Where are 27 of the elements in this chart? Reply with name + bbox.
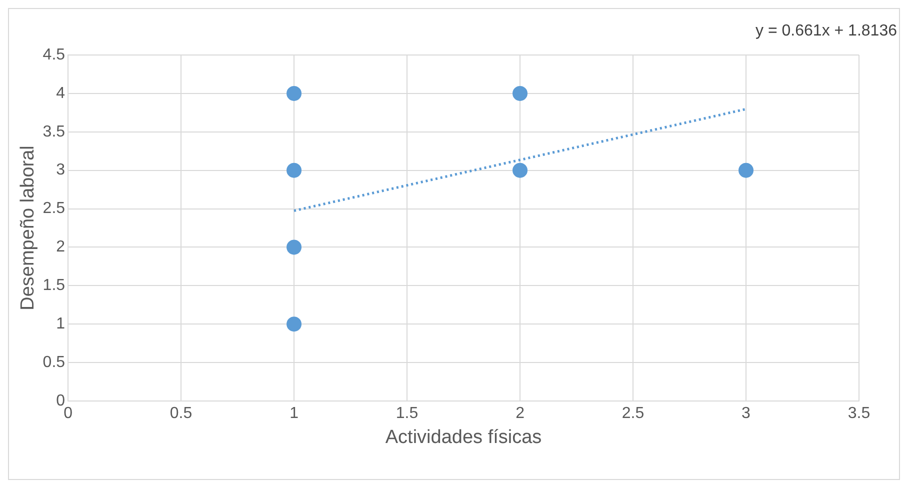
y-tick-label: 3.5 xyxy=(42,123,66,140)
text: y = 0.661x + 1.8136 xyxy=(756,22,898,40)
y-tick-label: 0 xyxy=(56,392,66,410)
x-tick-label: 2 xyxy=(516,405,525,422)
point xyxy=(286,316,302,332)
x-tick-label: 0.5 xyxy=(170,405,192,422)
point xyxy=(286,86,302,101)
point xyxy=(286,240,302,255)
point xyxy=(512,162,528,178)
x-tick-label: 1 xyxy=(290,405,299,422)
y-tick-label: 0.5 xyxy=(42,354,66,371)
point xyxy=(738,162,754,178)
y-tick-label: 4 xyxy=(56,84,66,102)
y-axis-title: Desempeño laboral xyxy=(18,146,39,310)
x-tick-label: 2.5 xyxy=(622,405,644,422)
y-tick-label: 1.5 xyxy=(42,277,66,294)
y-tick-label: 3 xyxy=(56,162,66,179)
x-tick-label: 3.5 xyxy=(848,405,870,422)
y-tick-label: 2.5 xyxy=(42,200,66,218)
y-tick-label: 1 xyxy=(56,316,66,333)
point xyxy=(512,86,528,101)
y-tick-label: 4.5 xyxy=(42,46,66,64)
x-axis-title: Actividades físicas xyxy=(385,426,542,448)
x-tick-label: 3 xyxy=(742,405,751,422)
x-tick-label: 1.5 xyxy=(396,405,418,422)
point xyxy=(286,162,302,178)
y-tick-label: 2 xyxy=(56,238,66,256)
